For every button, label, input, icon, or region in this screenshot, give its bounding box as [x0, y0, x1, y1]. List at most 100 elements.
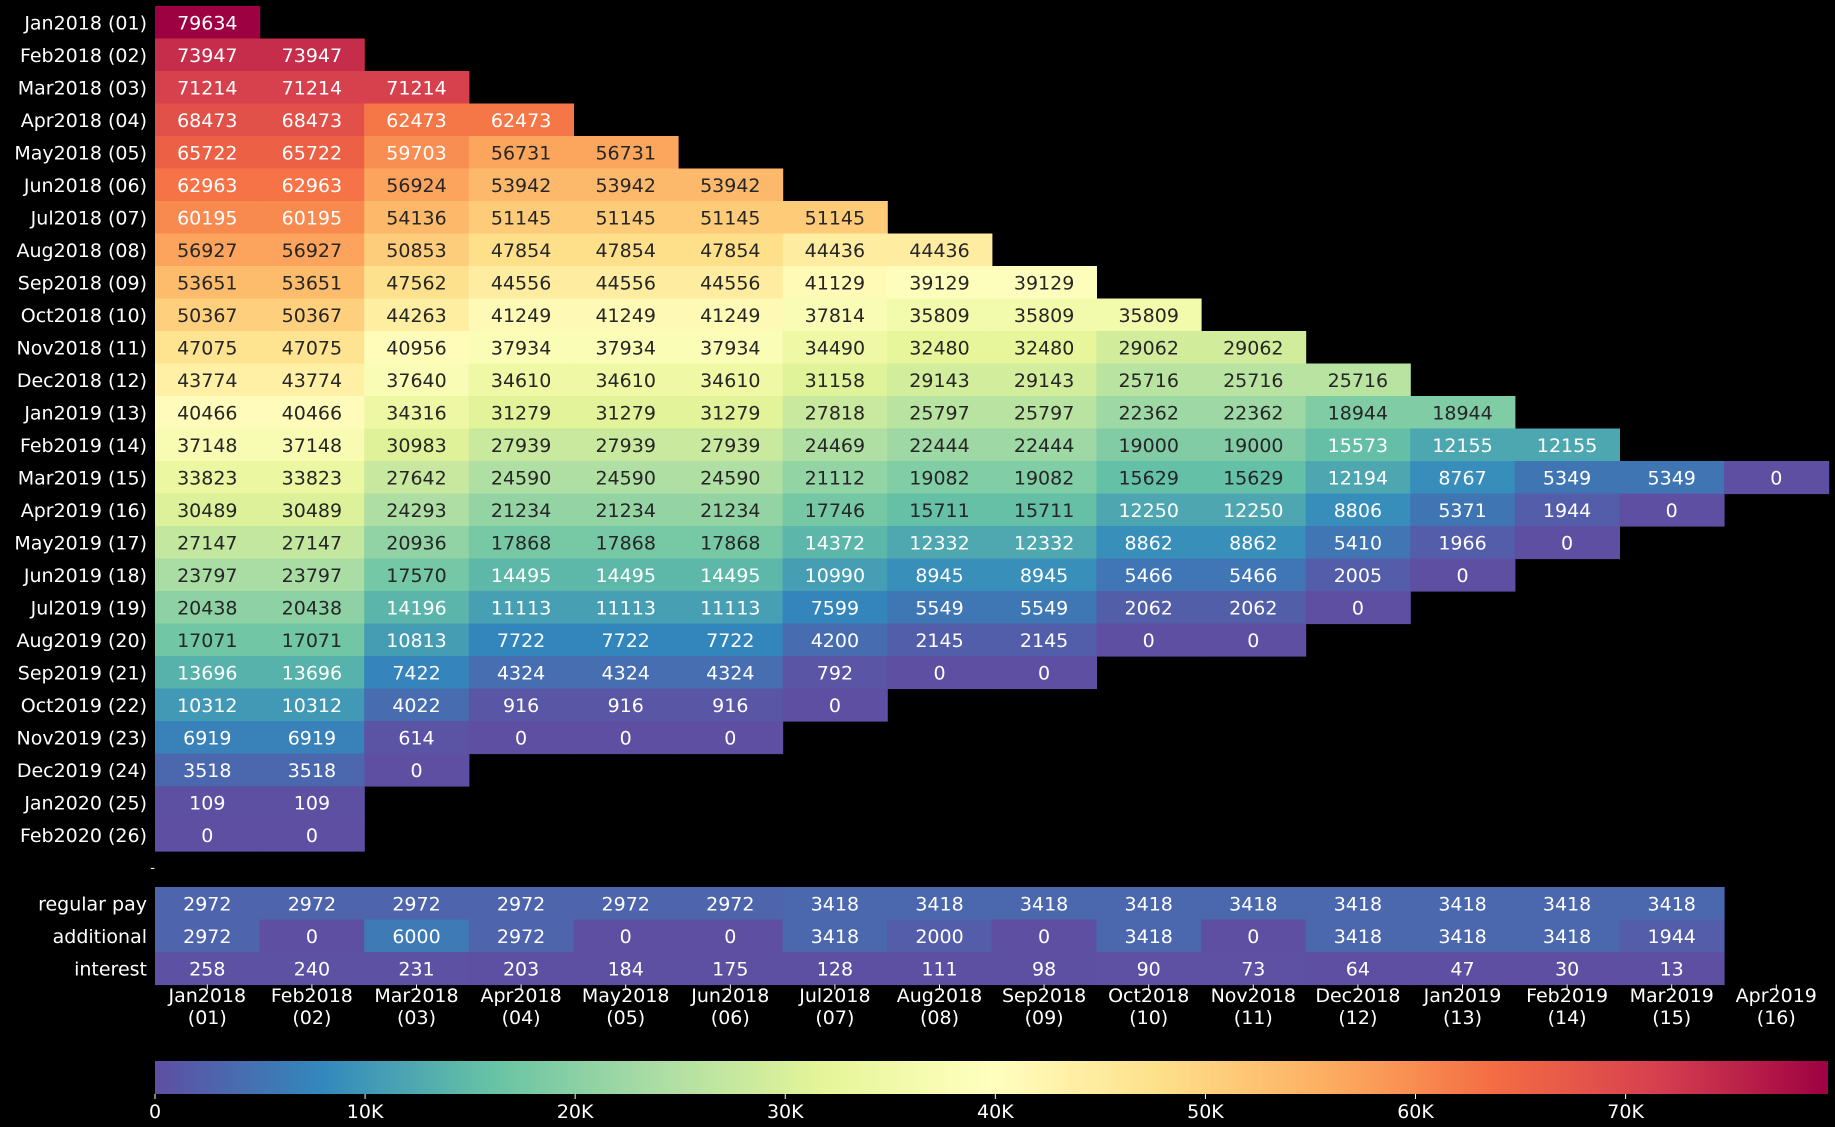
heatmap-cell [1514, 526, 1620, 560]
heatmap-cell-label: 15711 [1014, 500, 1074, 522]
column-label-month: Apr2018 [480, 985, 561, 1007]
colorbar-tick-label: 50K [1187, 1101, 1224, 1123]
column-label-month: Mar2018 [374, 985, 458, 1007]
heatmap-cell-label: 3518 [288, 760, 336, 782]
footer-cell-label: 3418 [1438, 893, 1486, 915]
column-label-index: (07) [815, 1007, 854, 1029]
heatmap-cell [1514, 428, 1620, 462]
heatmap-cell [782, 233, 888, 267]
footer-cell [782, 952, 888, 986]
heatmap-cell [991, 331, 1097, 365]
heatmap-cell-label: 59703 [386, 142, 446, 164]
heatmap-cell-label: 0 [829, 695, 841, 717]
row-label: Oct2018 (10) [21, 305, 147, 327]
footer-cell-label: 47 [1450, 958, 1474, 980]
row-label: Jun2018 (06) [23, 175, 147, 197]
footer-cell-label: 73 [1241, 958, 1265, 980]
heatmap-cell-label: 7722 [602, 630, 650, 652]
heatmap-cell [887, 461, 993, 495]
heatmap-cell [1201, 558, 1307, 592]
row-label: Nov2018 (11) [17, 337, 147, 359]
heatmap-cell [782, 461, 888, 495]
footer-cell [259, 919, 365, 953]
heatmap-cell-label: 41249 [700, 305, 760, 327]
row-label: Jul2018 (07) [30, 207, 147, 229]
heatmap-cell [155, 753, 261, 787]
heatmap-cell [468, 688, 574, 722]
heatmap-cell [259, 201, 365, 235]
footer-cell [887, 887, 993, 921]
heatmap-cell-label: 27939 [595, 435, 655, 457]
heatmap-cell-label: 51145 [595, 207, 655, 229]
footer-cell [1096, 887, 1202, 921]
row-label: Jan2020 (25) [23, 792, 147, 814]
heatmap-cell-label: 34490 [805, 337, 865, 359]
heatmap-cell [782, 526, 888, 560]
heatmap-cell-label: 4324 [706, 662, 754, 684]
heatmap-cell-label: 54136 [386, 207, 446, 229]
heatmap-cell-label: 44436 [805, 240, 865, 262]
heatmap-cell-label: 0 [515, 727, 527, 749]
row-label: Feb2020 (26) [20, 825, 147, 847]
heatmap-cell-label: 22444 [909, 435, 969, 457]
heatmap-cell [1201, 396, 1307, 430]
footer-cell [573, 887, 679, 921]
heatmap-cell [468, 526, 574, 560]
heatmap-cell [155, 623, 261, 657]
heatmap-cell [782, 558, 888, 592]
column-label-month: Apr2019 [1736, 985, 1817, 1007]
footer-cell-label: 2972 [392, 893, 440, 915]
heatmap-cell-label: 31158 [805, 370, 865, 392]
footer-cell-label: 2972 [183, 926, 231, 948]
heatmap-cell-label: 11113 [595, 597, 655, 619]
heatmap-cell [678, 656, 784, 690]
footer-cell-label: 258 [189, 958, 225, 980]
footer-cell-label: 3418 [1438, 926, 1486, 948]
heatmap-cell-label: 10813 [386, 630, 446, 652]
heatmap-cell-label: 0 [1352, 597, 1364, 619]
heatmap-cell-label: 19000 [1118, 435, 1178, 457]
column-label-index: (15) [1652, 1007, 1691, 1029]
heatmap-cell-label: 34316 [386, 402, 446, 424]
heatmap-cell [155, 558, 261, 592]
heatmap-cell [155, 298, 261, 332]
heatmap-cell [1305, 526, 1411, 560]
footer-cells: 2972 2972 2972 2972 2972 2972 3418 3418 3418 3418… [155, 887, 1725, 986]
column-label-index: (01) [188, 1007, 227, 1029]
heatmap-cell [678, 168, 784, 202]
heatmap-cell-label: 15573 [1328, 435, 1388, 457]
heatmap-cell [259, 266, 365, 300]
heatmap-cell [991, 493, 1097, 527]
heatmap-cell [259, 396, 365, 430]
heatmap-cell [364, 461, 470, 495]
heatmap-cell [573, 688, 679, 722]
colorbar-gradient [155, 1061, 1828, 1094]
heatmap-cell-label: 0 [1456, 565, 1468, 587]
heatmap-cell [1096, 331, 1202, 365]
heatmap-cell-label: 14196 [386, 597, 446, 619]
footer-cell [678, 952, 784, 986]
row-label: Apr2019 (16) [21, 500, 147, 522]
heatmap-cell-label: 73947 [282, 45, 342, 67]
heatmap-cell [155, 136, 261, 170]
footer-cell-label: 3418 [1334, 926, 1382, 948]
heatmap-cell [155, 71, 261, 105]
column-label-index: (13) [1443, 1007, 1482, 1029]
heatmap-cell [782, 331, 888, 365]
heatmap-cell [468, 396, 574, 430]
footer-cell [1305, 919, 1411, 953]
heatmap-cell-label: 7722 [706, 630, 754, 652]
heatmap-cell-label: 614 [398, 727, 434, 749]
footer-cell [1514, 887, 1620, 921]
column-label-month: Feb2019 [1526, 985, 1608, 1007]
heatmap-cell [782, 688, 888, 722]
heatmap-cell-label: 0 [1561, 532, 1573, 554]
footer-cell-label: 0 [1038, 926, 1050, 948]
heatmap-cell-label: 68473 [282, 110, 342, 132]
heatmap-cell [468, 591, 574, 625]
heatmap-cell [678, 233, 784, 267]
heatmap-cell [364, 623, 470, 657]
heatmap-cell-label: 47075 [177, 337, 237, 359]
heatmap-cell [259, 71, 365, 105]
heatmap-cell [782, 591, 888, 625]
